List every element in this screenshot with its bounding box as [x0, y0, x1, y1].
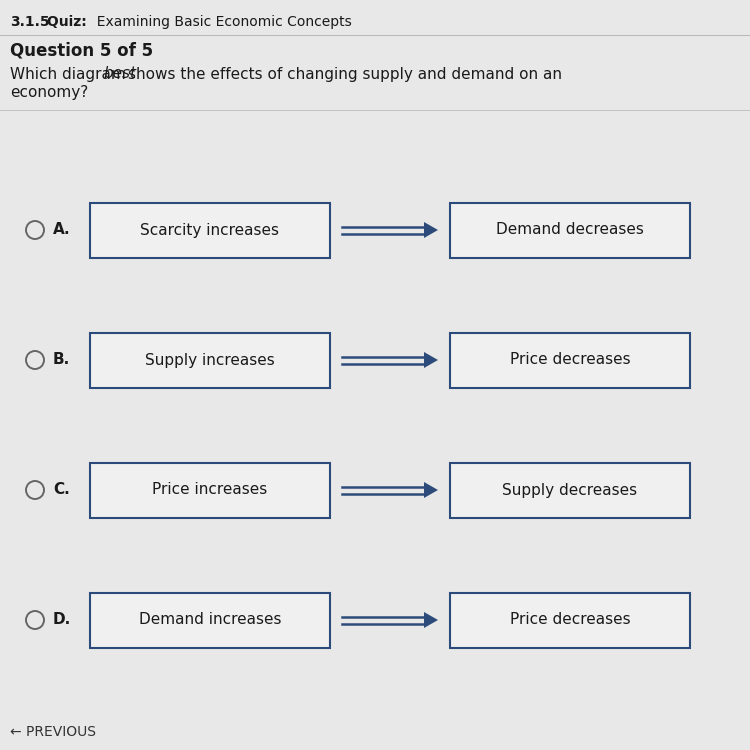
Text: Supply decreases: Supply decreases: [503, 482, 638, 497]
FancyBboxPatch shape: [90, 202, 330, 257]
Text: Which diagram: Which diagram: [10, 67, 130, 82]
FancyBboxPatch shape: [450, 202, 690, 257]
FancyBboxPatch shape: [90, 463, 330, 518]
Text: Demand decreases: Demand decreases: [496, 223, 644, 238]
Text: A.: A.: [53, 223, 70, 238]
FancyBboxPatch shape: [90, 592, 330, 647]
Text: Supply increases: Supply increases: [146, 352, 274, 368]
Polygon shape: [424, 222, 438, 238]
Text: Examining Basic Economic Concepts: Examining Basic Economic Concepts: [88, 15, 352, 29]
Text: Quiz:: Quiz:: [42, 15, 87, 29]
Text: B.: B.: [53, 352, 70, 368]
Polygon shape: [424, 482, 438, 498]
Text: economy?: economy?: [10, 85, 88, 100]
Text: 3.1.5: 3.1.5: [10, 15, 50, 29]
FancyBboxPatch shape: [450, 332, 690, 388]
Text: Price decreases: Price decreases: [510, 352, 630, 368]
Text: shows the effects of changing supply and demand on an: shows the effects of changing supply and…: [128, 67, 562, 82]
Polygon shape: [424, 612, 438, 628]
Polygon shape: [424, 352, 438, 368]
Text: Question 5 of 5: Question 5 of 5: [10, 41, 153, 59]
Text: Demand increases: Demand increases: [139, 613, 281, 628]
Text: best: best: [103, 67, 136, 82]
FancyBboxPatch shape: [450, 463, 690, 518]
Text: Scarcity increases: Scarcity increases: [140, 223, 280, 238]
FancyBboxPatch shape: [90, 332, 330, 388]
Text: C.: C.: [53, 482, 70, 497]
Text: ← PREVIOUS: ← PREVIOUS: [10, 725, 96, 739]
Text: Price increases: Price increases: [152, 482, 268, 497]
Text: D.: D.: [53, 613, 71, 628]
Text: Price decreases: Price decreases: [510, 613, 630, 628]
FancyBboxPatch shape: [450, 592, 690, 647]
